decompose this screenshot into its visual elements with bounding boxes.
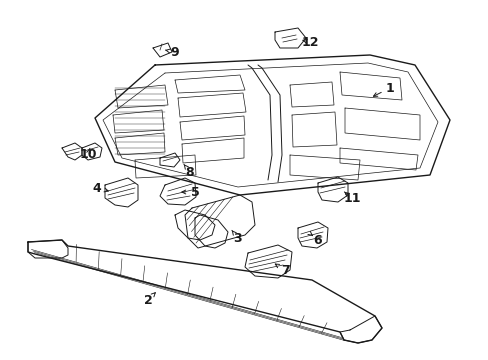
Text: 8: 8 (185, 166, 194, 179)
Text: 6: 6 (313, 234, 322, 247)
Text: 11: 11 (343, 192, 360, 204)
Text: 5: 5 (190, 185, 199, 198)
Text: 9: 9 (170, 45, 179, 58)
Text: 10: 10 (79, 148, 97, 162)
Text: 1: 1 (385, 81, 393, 94)
Text: 2: 2 (143, 293, 152, 306)
Text: 7: 7 (280, 264, 289, 276)
Text: 12: 12 (301, 36, 318, 49)
Text: 4: 4 (92, 181, 101, 194)
Text: 3: 3 (233, 231, 242, 244)
